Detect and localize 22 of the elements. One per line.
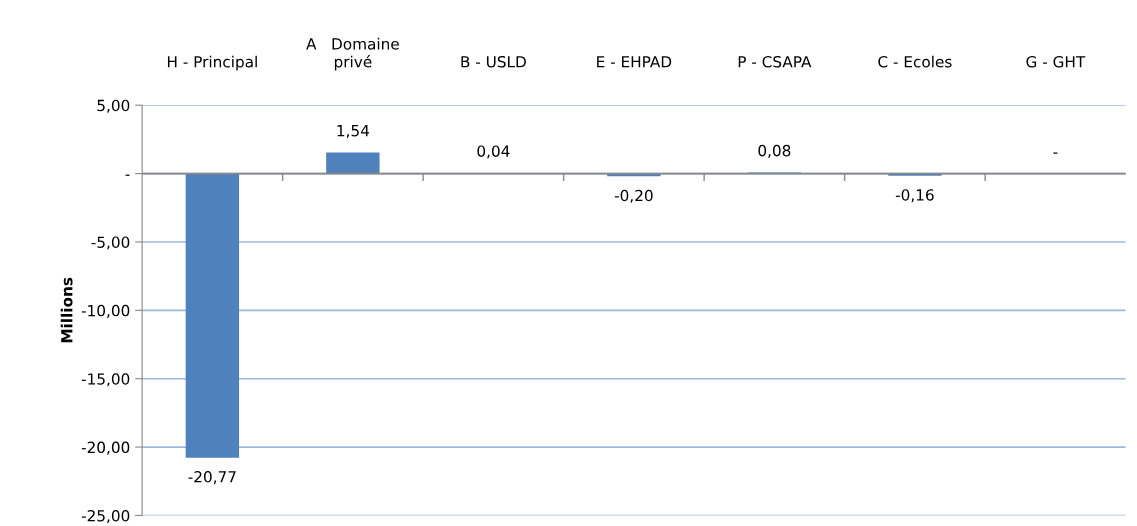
data-label: -0,20 — [614, 189, 653, 203]
x-tick-label: B - USLD — [461, 55, 526, 68]
data-label: -0,16 — [895, 189, 934, 203]
y-tick-label: -20,00 — [81, 441, 130, 455]
x-tick-label: G - GHT — [1026, 55, 1086, 68]
y-tick-label: -5,00 — [91, 236, 130, 250]
data-label: 0,04 — [477, 145, 510, 159]
x-tick-label: A Domaine privé — [306, 37, 399, 71]
x-tick-label: P - CSAPA — [738, 55, 812, 68]
data-label: 0,08 — [758, 144, 791, 158]
y-tick-label: 5,00 — [97, 99, 130, 113]
y-tick-label: -10,00 — [81, 304, 130, 318]
x-tick-label: C - Ecoles — [878, 55, 952, 68]
x-tick-label: E - EHPAD — [597, 56, 672, 68]
y-tick-label: -15,00 — [81, 373, 130, 387]
data-label: -20,77 — [188, 471, 236, 485]
data-label: 1,54 — [337, 125, 370, 138]
y-axis-title: Millions — [60, 277, 73, 343]
x-tick-label: H - Principal — [167, 55, 257, 71]
data-label: - — [1053, 152, 1058, 154]
y-tick-label: - — [125, 174, 130, 176]
y-tick-label: -25,00 — [81, 509, 130, 524]
